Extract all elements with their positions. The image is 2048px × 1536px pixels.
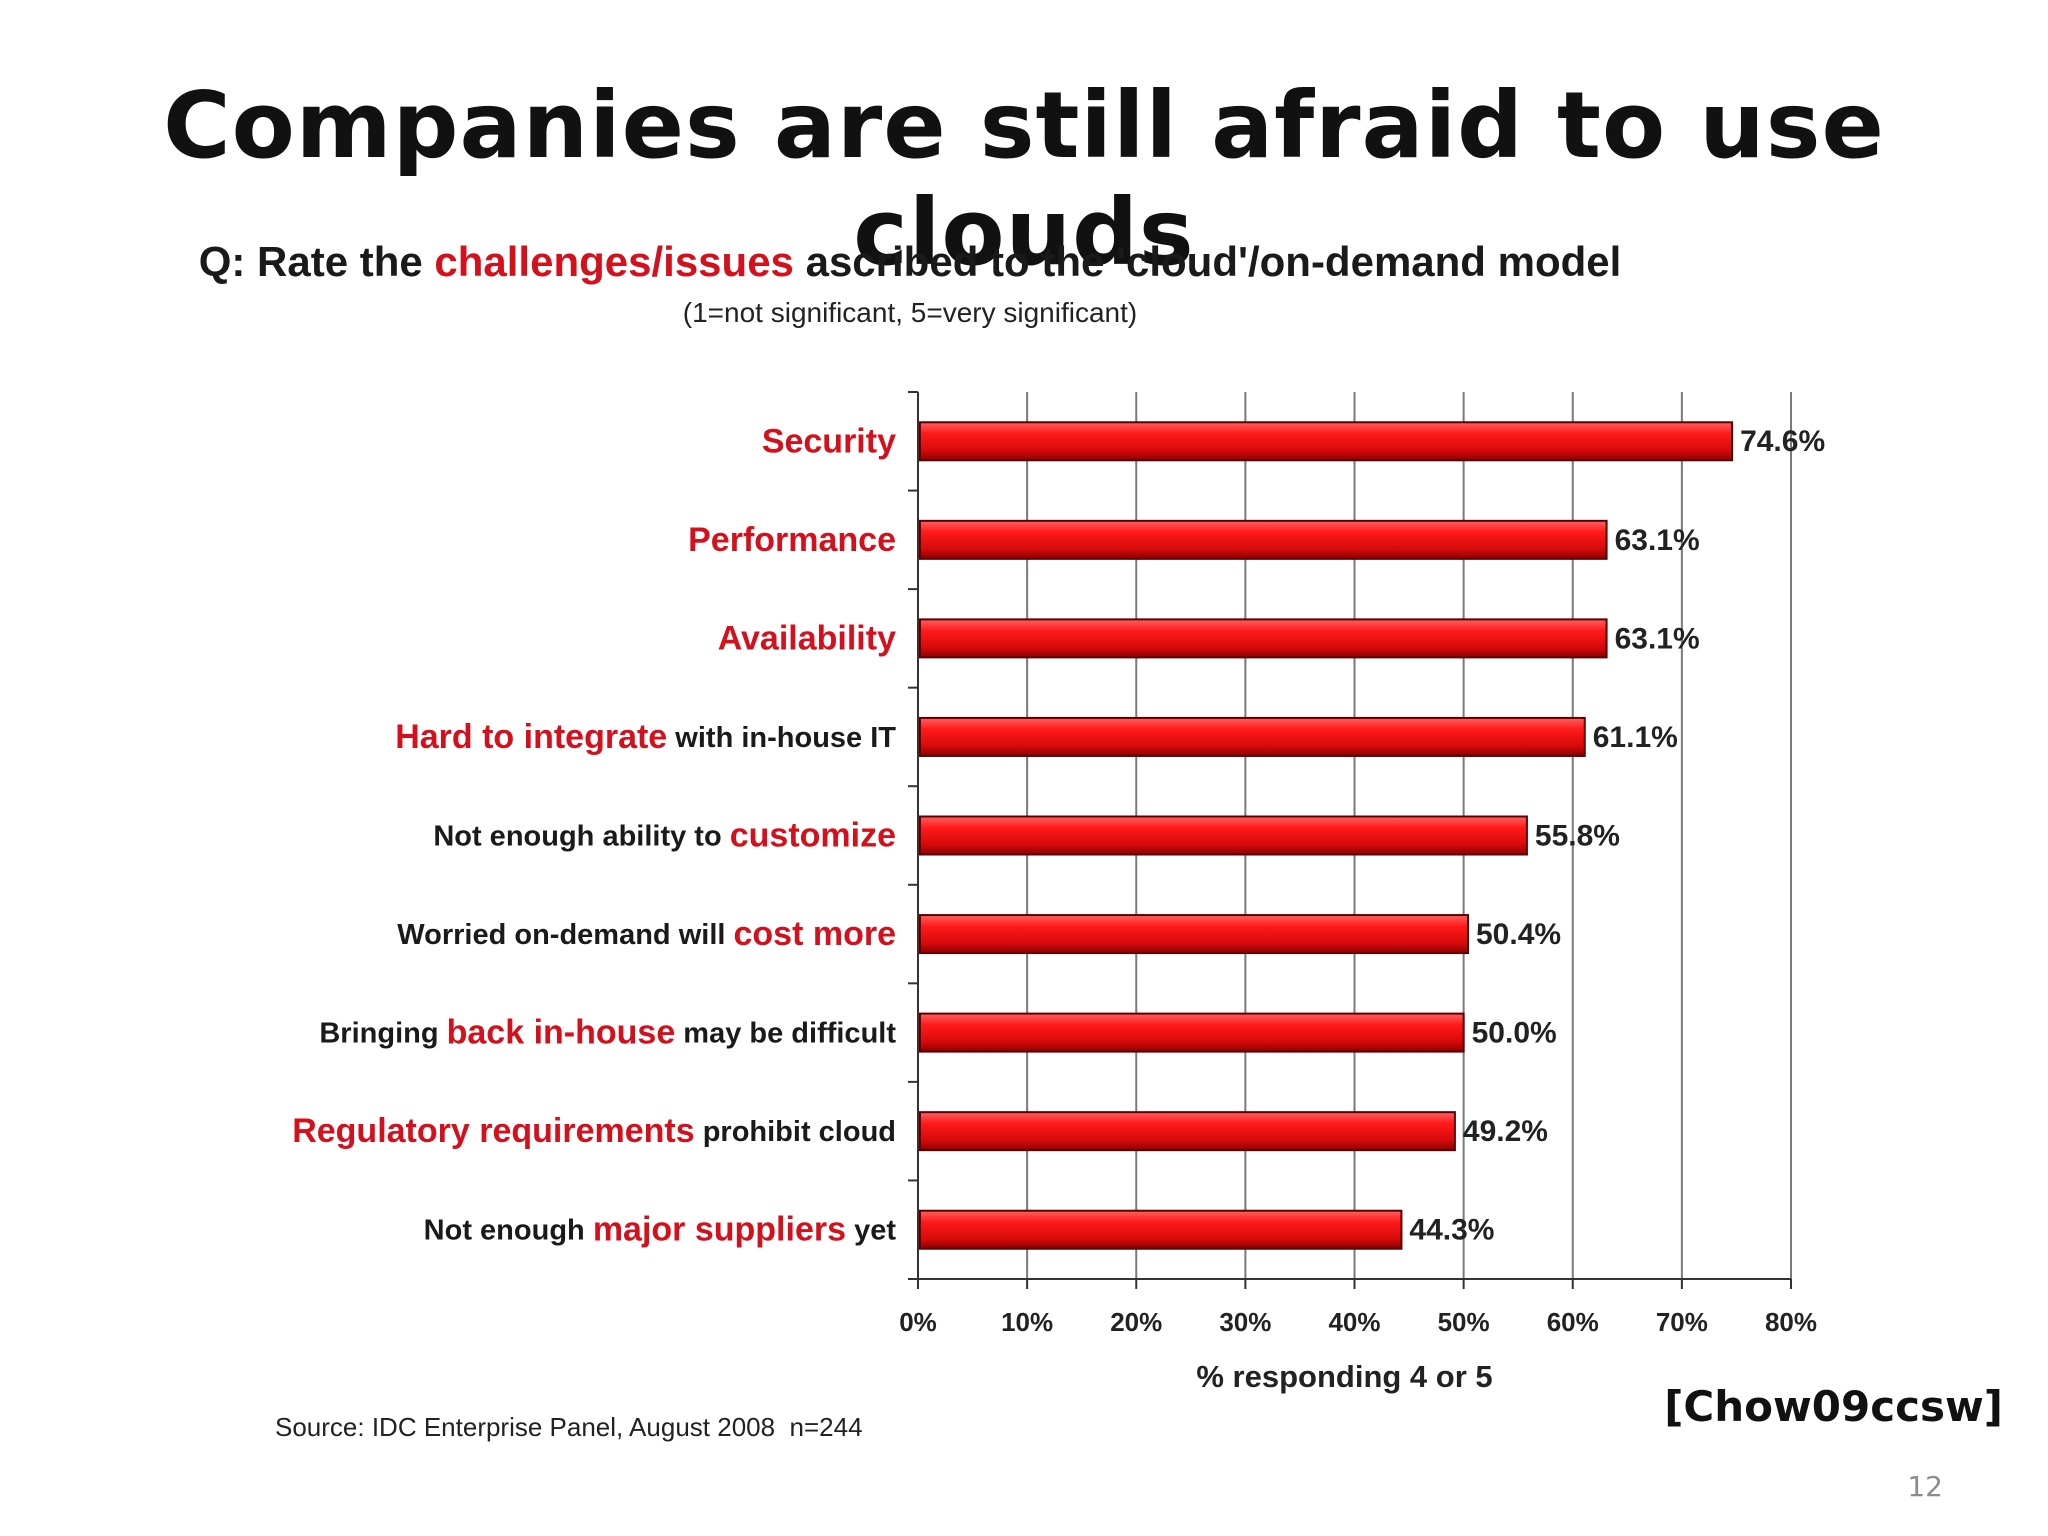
category-label-text: prohibit cloud [695,1116,896,1148]
bar [919,1111,1456,1152]
category-label: Bringing back in-house may be difficult [319,1014,896,1052]
bar [919,519,1608,560]
category-label-text: Not enough ability to [433,820,729,852]
category-label-text: Worried on-demand will [397,919,733,951]
category-label-highlight: back in-house [447,1014,676,1052]
category-label: Not enough ability to customize [433,816,896,854]
bar-value-label: 49.2% [1463,1115,1548,1148]
category-label: Performance [688,521,896,559]
slide-title: Companies are still afraid to use clouds [163,72,1885,286]
category-label-text: yet [846,1214,896,1246]
x-tick-label: 70% [1656,1307,1708,1337]
category-label: Worried on-demand will cost more [397,915,896,953]
category-label-text: may be difficult [675,1017,896,1049]
bar [919,815,1528,856]
question-highlight: challenges/issues [434,238,794,285]
x-tick-label: 60% [1547,1307,1599,1337]
x-tick-label: 20% [1110,1307,1162,1337]
bar-value-label: 63.1% [1615,622,1700,655]
x-axis-title: % responding 4 or 5 [1196,1359,1492,1394]
slide-number: 12 [1907,1470,1943,1503]
bar [919,618,1608,659]
category-label-text: Not enough [424,1214,593,1246]
category-label: Security [762,422,896,460]
x-tick-label: 0% [899,1307,937,1337]
chart-question: Q: Rate the challenges/issues ascribed t… [0,238,1820,286]
category-label: Hard to integrate with in-house IT [395,718,896,756]
category-label-highlight: major suppliers [593,1211,846,1249]
category-label-highlight: Security [762,422,896,460]
x-tick-label: 10% [1001,1307,1053,1337]
category-label: Not enough major suppliers yet [424,1211,897,1249]
bar-value-label: 44.3% [1409,1214,1494,1247]
category-label-highlight: cost more [734,915,897,953]
citation: [Chow09ccsw] [1664,1382,2003,1431]
category-label-highlight: Performance [688,521,896,559]
category-label-highlight: Availability [718,619,896,657]
bar-value-label: 50.4% [1476,918,1561,951]
category-label-highlight: customize [730,816,896,854]
category-labels: Security Performance Availability Hard to i… [292,422,896,1248]
category-label-highlight: Hard to integrate [395,718,667,756]
axes: 0% 10% 20% 30% 40% 50% 60% 70% 80% % responding 4… [899,391,1817,1394]
bar [919,914,1469,955]
bar [919,421,1734,462]
category-label: Regulatory requirements prohibit cloud [292,1112,896,1150]
question-suffix: ascribed to the 'cloud'/on-demand model [793,238,1622,285]
bar [919,1209,1403,1250]
bar [919,716,1586,757]
x-tick-label: 80% [1765,1307,1817,1337]
question-prefix: Q: Rate the [198,238,435,285]
bar-value-label: 74.6% [1740,425,1825,458]
bar-value-label: 50.0% [1472,1017,1557,1050]
category-label: Availability [718,619,896,657]
bars: 74.6% 63.1% 63.1% 61.1% 55.8% 50.4% 50.0% 49.2%… [919,421,1825,1250]
bar [919,1012,1465,1053]
rating-scale-note: (1=not significant, 5=very significant) [682,297,1138,328]
category-label-highlight: Regulatory requirements [292,1112,694,1150]
x-tick-label: 30% [1219,1307,1271,1337]
category-label-text: Bringing [319,1017,446,1049]
x-tick-label: 50% [1438,1307,1490,1337]
x-tick-label: 40% [1328,1307,1380,1337]
bar-value-label: 61.1% [1593,721,1678,754]
bar-value-label: 55.8% [1535,819,1620,852]
category-label-text: with in-house IT [667,722,896,754]
source-note: Source: IDC Enterprise Panel, August 200… [275,1412,863,1442]
bar-value-label: 63.1% [1615,524,1700,557]
